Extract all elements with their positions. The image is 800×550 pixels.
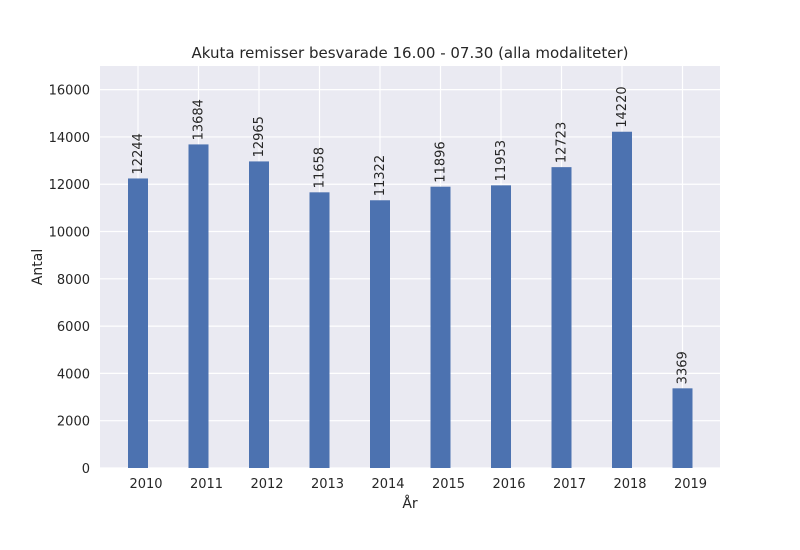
y-tick-label: 12000 xyxy=(49,178,90,193)
x-tick-label: 2018 xyxy=(613,477,646,492)
x-tick-label: 2019 xyxy=(674,477,707,492)
y-axis-ticks: 0 2000 4000 6000 8000 10000 12000 14000 16000 xyxy=(49,84,90,477)
y-tick-label: 2000 xyxy=(57,415,90,430)
x-tick-label: 2014 xyxy=(371,477,404,492)
data-label-2014: 11322 xyxy=(373,155,388,196)
data-label-2016: 11953 xyxy=(494,140,509,181)
bar-2013 xyxy=(309,192,330,469)
bar-2012 xyxy=(249,161,269,468)
x-tick-label: 2017 xyxy=(553,477,586,492)
data-label-2010: 12244 xyxy=(131,133,146,174)
data-label-2015: 11896 xyxy=(434,141,449,182)
data-label-2013: 11658 xyxy=(313,147,328,188)
bar-2017 xyxy=(551,167,572,468)
data-label-2011: 13684 xyxy=(192,99,207,140)
data-label-2017: 12723 xyxy=(555,122,570,163)
x-tick-label: 2011 xyxy=(190,477,223,492)
bar-2011 xyxy=(188,144,209,469)
x-tick-label: 2016 xyxy=(492,477,525,492)
data-labels: 12244 13684 12965 11658 11322 11896 11953 12723… xyxy=(131,86,691,384)
bars xyxy=(128,131,693,469)
y-tick-label: 8000 xyxy=(57,273,90,288)
bar-2016 xyxy=(491,185,511,468)
bar-2014 xyxy=(370,200,390,468)
data-label-2019: 3369 xyxy=(676,351,691,384)
y-axis-label: Antal xyxy=(30,249,46,285)
y-tick-label: 10000 xyxy=(49,226,90,241)
y-tick-label: 0 xyxy=(82,462,90,477)
y-tick-label: 16000 xyxy=(49,84,90,99)
x-tick-label: 2015 xyxy=(432,477,465,492)
y-tick-label: 6000 xyxy=(57,320,90,335)
data-label-2012: 12965 xyxy=(252,116,267,157)
x-axis-ticks: 2010 2011 2012 2013 2014 2015 2016 2017 2018 2019 xyxy=(129,477,707,492)
chart-title: Akuta remisser besvarade 16.00 - 07.30 (… xyxy=(192,44,629,62)
bar-2019 xyxy=(672,388,693,468)
bar-2015 xyxy=(430,186,451,469)
bar-2018 xyxy=(612,131,632,468)
bar-2010 xyxy=(128,178,148,469)
x-tick-label: 2010 xyxy=(129,477,162,492)
data-label-2018: 14220 xyxy=(615,86,630,127)
y-tick-label: 14000 xyxy=(49,131,90,146)
x-axis-label: År xyxy=(402,495,418,512)
x-tick-label: 2013 xyxy=(311,477,344,492)
y-tick-label: 4000 xyxy=(57,367,90,382)
x-tick-label: 2012 xyxy=(250,477,283,492)
